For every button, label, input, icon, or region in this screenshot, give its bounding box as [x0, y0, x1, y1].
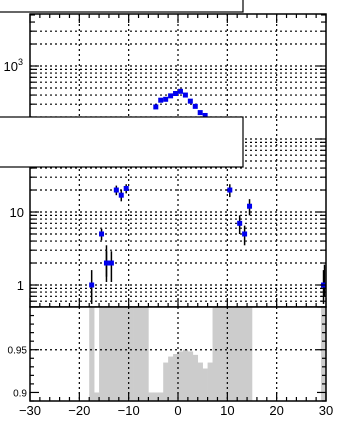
data-point	[187, 98, 193, 104]
title-box	[0, 0, 244, 13]
ratio-fill	[89, 307, 326, 401]
ratio-bin	[168, 356, 174, 401]
y-tick-label-1000: 10	[4, 59, 18, 74]
data-point	[202, 112, 208, 118]
data-point	[158, 97, 164, 103]
data-point	[192, 103, 198, 109]
data-point	[247, 203, 253, 209]
ratio-bin	[94, 392, 100, 401]
data-point	[118, 192, 124, 198]
ratio-bin	[242, 307, 248, 401]
y-tick-label-10: 10	[10, 205, 24, 220]
x-tick-label: −20	[68, 403, 90, 418]
x-tick-label: 10	[220, 403, 234, 418]
ratio-bin	[187, 351, 194, 401]
ratio-bin	[212, 307, 218, 401]
data-point	[197, 110, 203, 116]
ratio-bin	[143, 307, 149, 401]
x-tick-label: 20	[269, 403, 283, 418]
ratio-y-tick-label: 0.9	[13, 388, 27, 399]
ratio-bin	[178, 351, 184, 401]
ratio-bin	[99, 307, 105, 401]
ratio-bin	[158, 392, 164, 401]
ratio-y-tick-label: 0.95	[8, 346, 28, 357]
data-point	[99, 231, 105, 237]
ratio-bin	[123, 307, 129, 401]
data-point	[173, 91, 179, 97]
data-point	[163, 96, 169, 102]
ratio-bin	[237, 307, 243, 401]
ratio-bin	[227, 307, 233, 401]
data-point	[227, 187, 233, 193]
ratio-bin	[138, 307, 144, 401]
ratio-bin	[148, 392, 154, 401]
ratio-bin	[118, 307, 125, 401]
ratio-bin	[207, 362, 213, 401]
x-tick-label: 30	[319, 403, 333, 418]
ratio-bin	[153, 392, 159, 401]
ratio-bin	[232, 307, 238, 401]
data-point	[177, 88, 183, 94]
lower-x-ticks: −30 −20 −10 0 10 20 30	[19, 392, 333, 418]
ratio-bin	[222, 307, 228, 401]
ratio-bin	[197, 362, 203, 401]
data-point	[108, 260, 114, 266]
upper-data-points	[89, 88, 326, 288]
x-tick-label: −10	[118, 403, 140, 418]
data-point	[89, 282, 95, 288]
ratio-bin	[89, 307, 95, 401]
ratio-bin	[128, 307, 134, 401]
data-point	[168, 93, 174, 99]
ratio-bin	[321, 307, 326, 401]
lower-grid	[30, 307, 326, 401]
ratio-bin	[202, 368, 208, 401]
ratio-bin	[173, 354, 179, 401]
data-point	[123, 185, 129, 191]
ratio-bin	[182, 349, 189, 401]
lower-y-ticks: 0.9 0.95	[8, 306, 326, 402]
data-point	[237, 220, 243, 226]
data-point	[242, 231, 248, 237]
upper-x-ticks	[29, 14, 327, 307]
y-tick-label-1: 1	[17, 278, 24, 293]
data-point	[153, 104, 159, 110]
ratio-bin	[247, 307, 253, 401]
ratio-bin	[192, 354, 199, 401]
ratio-bin	[108, 307, 115, 401]
lower-pad: 0.9 0.95 −30 −20 −10 0 10 20 30	[8, 306, 333, 418]
ratio-bin	[104, 307, 110, 401]
ratio-bin	[113, 307, 120, 401]
data-point	[182, 92, 188, 98]
ratio-bin	[163, 362, 169, 401]
ratio-bin	[133, 307, 139, 401]
data-point	[103, 260, 109, 266]
x-tick-label: 0	[174, 403, 181, 418]
legend-box	[0, 116, 244, 168]
ratio-bin	[217, 307, 223, 401]
data-point	[113, 187, 119, 193]
y-tick-label-1000-exponent: 3	[18, 57, 23, 67]
x-tick-label: −30	[19, 403, 41, 418]
